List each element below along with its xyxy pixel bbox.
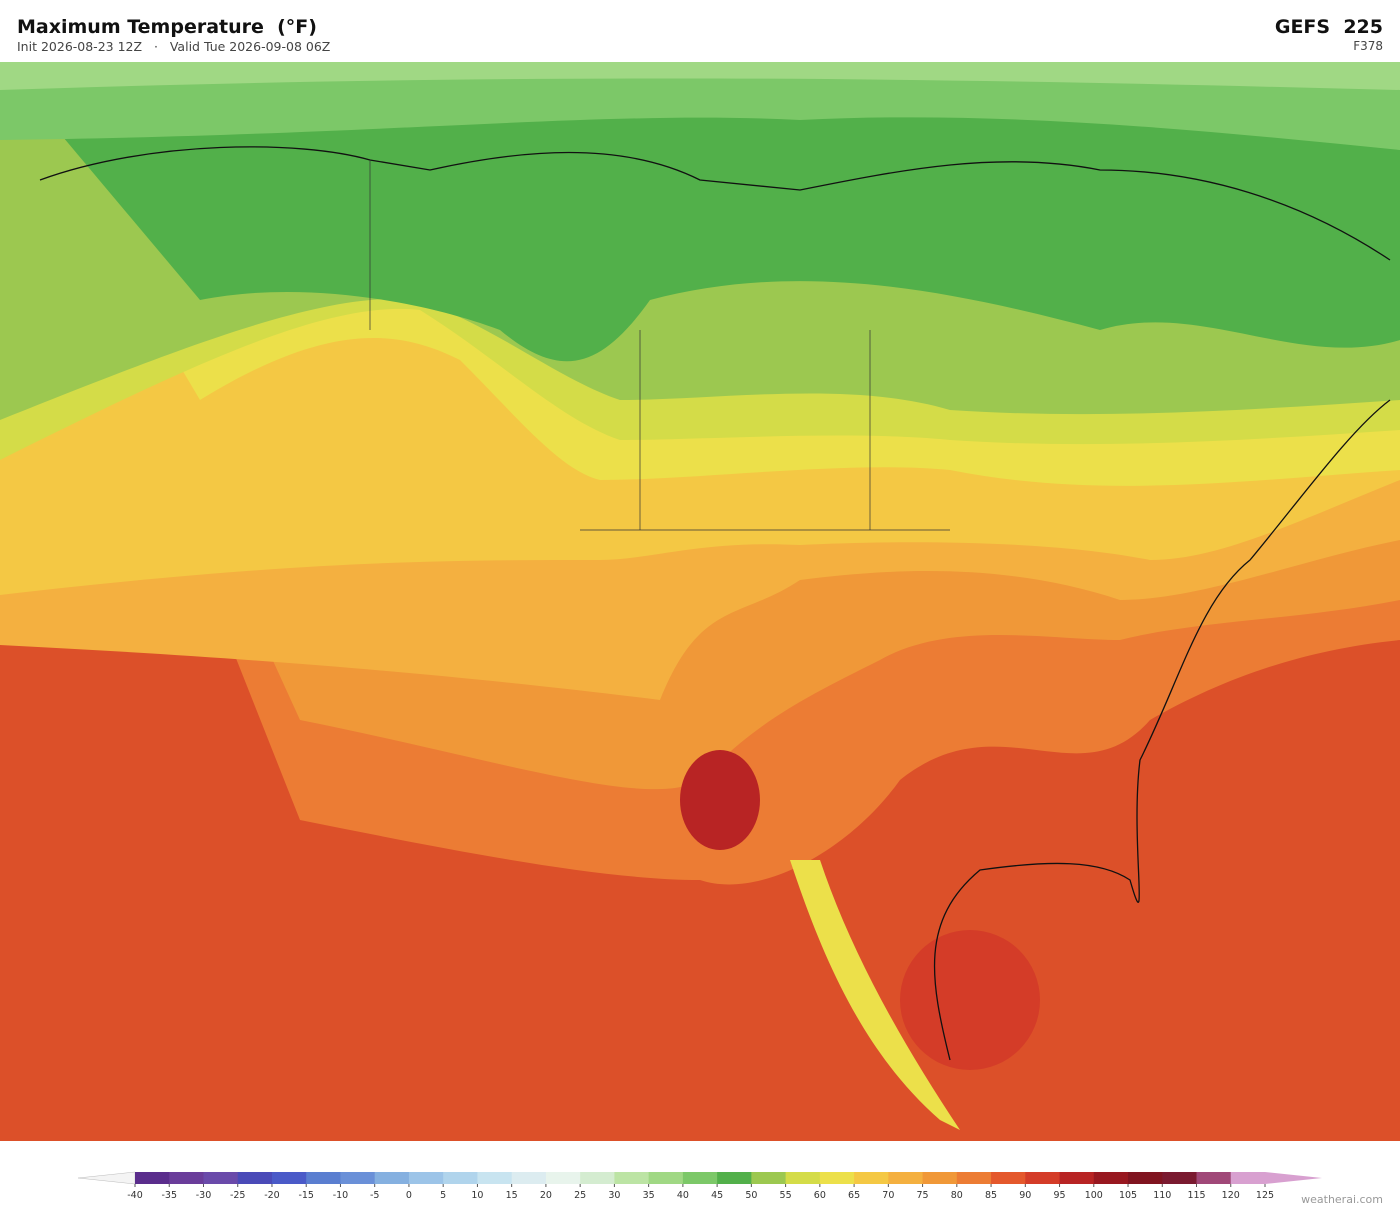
tick-label: 0 — [406, 1190, 412, 1201]
tick-label: 25 — [574, 1190, 586, 1201]
tick-label: 30 — [608, 1190, 620, 1201]
color-swatch — [922, 1172, 958, 1184]
map — [0, 62, 1400, 1141]
color-swatch — [956, 1172, 992, 1184]
color-swatch — [751, 1172, 787, 1184]
color-swatch — [237, 1172, 273, 1184]
tick-label: 105 — [1119, 1190, 1137, 1201]
tick-label: 65 — [848, 1190, 860, 1201]
tick-label: -40 — [127, 1190, 143, 1201]
color-swatch — [306, 1172, 341, 1184]
tick-label: 100 — [1085, 1190, 1103, 1201]
model: GEFS 225 — [1274, 16, 1383, 38]
borders — [369, 160, 950, 531]
colorbar: -40 -35 -30 -25 -20 -15 -10 -5 0 5 10 15 20 25 30 35 40 4… — [77, 1171, 1322, 1201]
color-swatch — [408, 1172, 444, 1184]
tick-label: -35 — [161, 1190, 177, 1201]
color-swatch — [374, 1172, 410, 1184]
tick-label: 45 — [711, 1190, 723, 1201]
tick-label: -10 — [333, 1190, 349, 1201]
color-swatch — [1093, 1172, 1129, 1184]
tick-label: 20 — [540, 1190, 552, 1201]
mexico-highlands — [790, 860, 960, 1130]
tick-label: 15 — [506, 1190, 518, 1201]
color-swatch — [614, 1172, 650, 1184]
credit: weatherai.com — [1301, 1193, 1383, 1206]
color-swatch — [340, 1172, 376, 1184]
color-swatch — [1230, 1172, 1266, 1184]
tick-label: 115 — [1187, 1190, 1205, 1201]
tick-label: 55 — [780, 1190, 792, 1201]
color-swatch — [477, 1172, 513, 1184]
tick-label: 95 — [1053, 1190, 1065, 1201]
tick-label: 40 — [677, 1190, 689, 1201]
color-swatch — [682, 1172, 718, 1184]
color-swatch — [819, 1172, 855, 1184]
color-swatch — [785, 1172, 821, 1184]
tick-label: 120 — [1222, 1190, 1240, 1201]
tick-label: 80 — [951, 1190, 963, 1201]
tick-label: 5 — [440, 1190, 446, 1201]
color-swatch — [1196, 1172, 1232, 1184]
tick-label: 10 — [471, 1190, 483, 1201]
tick-label: 90 — [1019, 1190, 1031, 1201]
color-swatch — [648, 1172, 684, 1184]
tick-label: 35 — [643, 1190, 655, 1201]
gulf-warm — [900, 930, 1040, 1070]
tick-label: -20 — [264, 1190, 280, 1201]
tick-label: -25 — [230, 1190, 246, 1201]
color-swatch — [888, 1172, 924, 1184]
under-triangle — [77, 1171, 136, 1185]
temp-45 — [0, 62, 1400, 362]
tick-label: 60 — [814, 1190, 826, 1201]
color-swatch — [1025, 1172, 1061, 1184]
title: Maximum Temperature (°F) — [17, 16, 317, 38]
color-swatch — [169, 1172, 204, 1184]
color-swatch — [1059, 1172, 1095, 1184]
color-swatch — [717, 1172, 752, 1184]
color-swatch — [511, 1172, 547, 1184]
tick-label: 110 — [1153, 1190, 1171, 1201]
tick-label: 125 — [1256, 1190, 1274, 1201]
color-swatch — [135, 1172, 170, 1184]
tick-label: 85 — [985, 1190, 997, 1201]
color-swatch — [443, 1172, 478, 1184]
color-swatch — [854, 1172, 889, 1184]
tick-label: 75 — [917, 1190, 929, 1201]
tick-label: -15 — [298, 1190, 314, 1201]
color-swatch — [1162, 1172, 1198, 1184]
color-swatch — [1128, 1172, 1163, 1184]
tick-label: 50 — [745, 1190, 757, 1201]
temp-35 — [0, 62, 1400, 90]
coastline — [39, 146, 1391, 1061]
color-swatch — [271, 1172, 307, 1184]
color-swatch — [991, 1172, 1026, 1184]
color-swatch — [203, 1172, 239, 1184]
forecast-hour: F378 — [1353, 39, 1383, 53]
subtitle: Init 2026-08-23 12Z · Valid Tue 2026-09-… — [17, 39, 331, 54]
tick-label: 70 — [882, 1190, 894, 1201]
temp-40 — [0, 62, 1400, 150]
color-swatch — [580, 1172, 615, 1184]
over-triangle — [1265, 1172, 1322, 1184]
desert-hot — [680, 750, 760, 850]
color-swatch — [545, 1172, 581, 1184]
tick-label: -5 — [370, 1190, 379, 1201]
tick-label: -30 — [196, 1190, 212, 1201]
